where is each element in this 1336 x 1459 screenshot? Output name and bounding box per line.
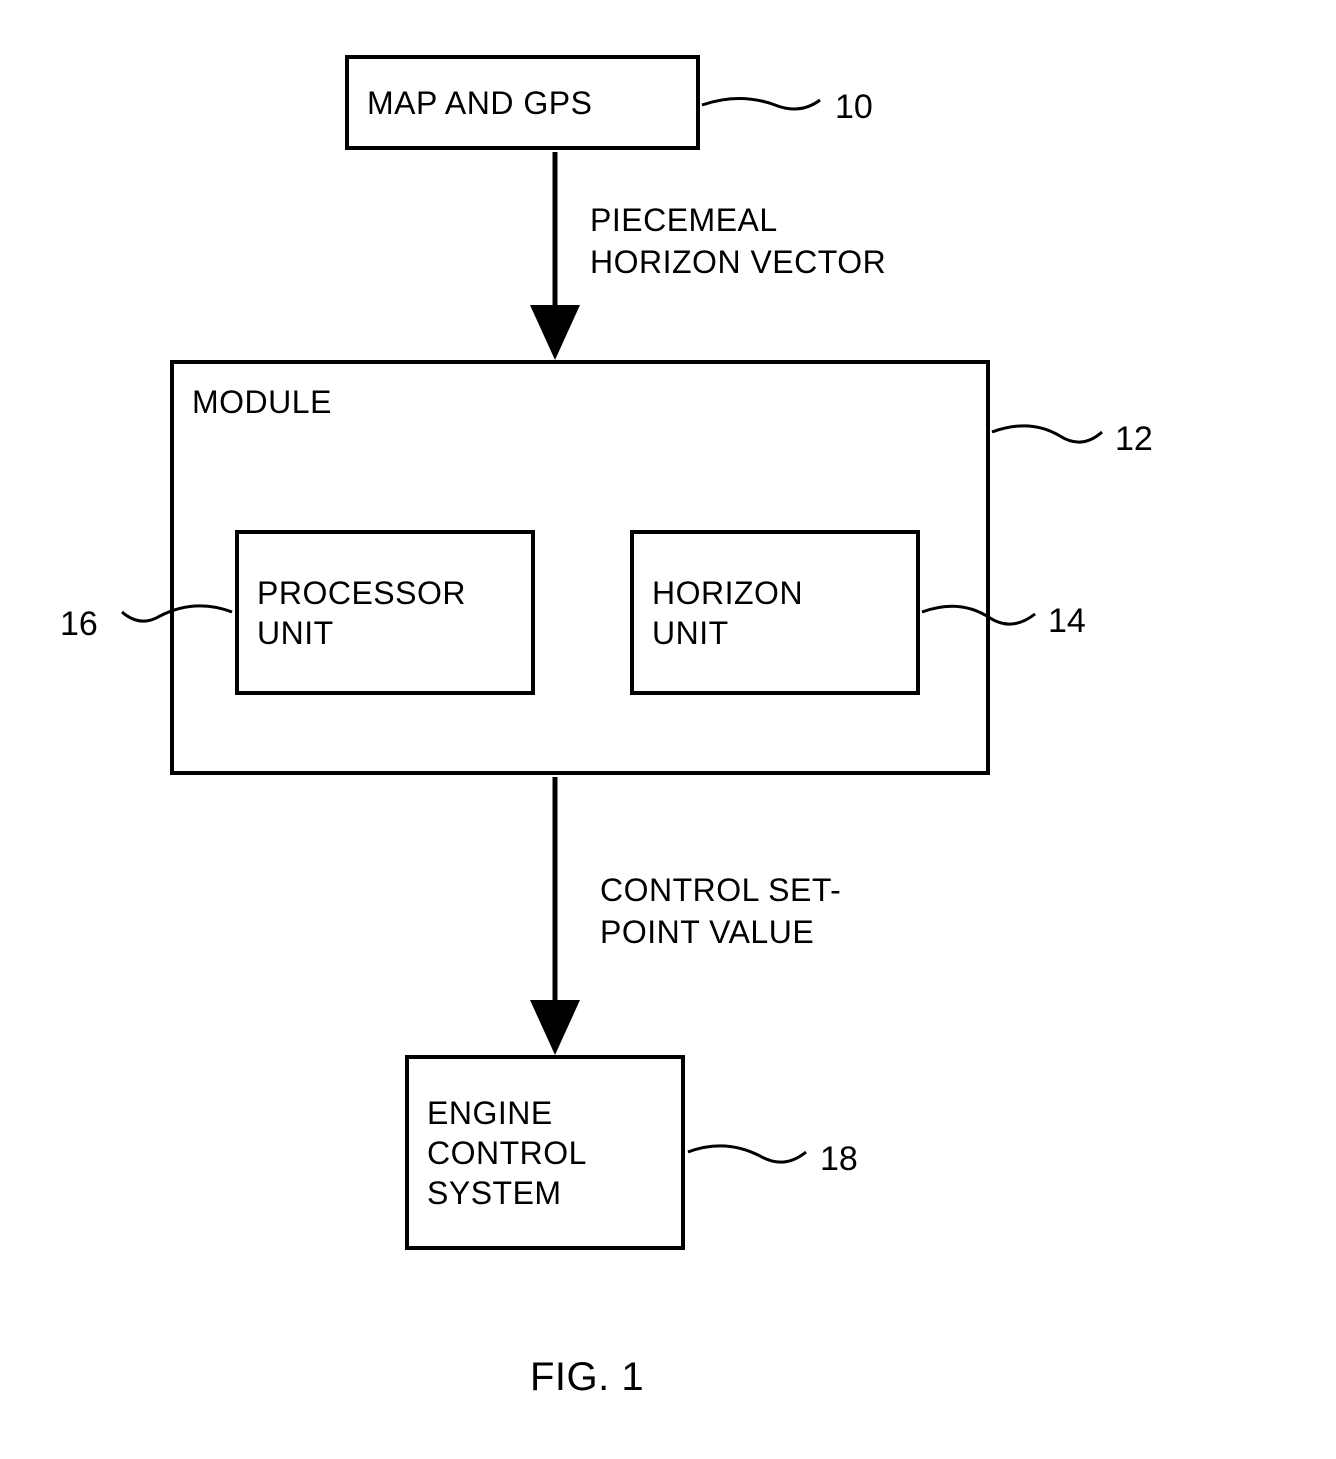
ref-14: 14 <box>1048 602 1086 641</box>
ref-10: 10 <box>835 88 873 127</box>
ref-18: 18 <box>820 1140 858 1179</box>
map-gps-box: MAP AND GPS <box>345 55 700 150</box>
processor-unit-box: PROCESSOR UNIT <box>235 530 535 695</box>
leader-12 <box>992 426 1102 442</box>
leader-10 <box>702 99 820 110</box>
horizon-unit-text: HORIZON UNIT <box>652 573 803 653</box>
figure-caption: FIG. 1 <box>530 1355 644 1400</box>
arrow2-label: CONTROL SET- POINT VALUE <box>600 870 841 953</box>
map-gps-text: MAP AND GPS <box>367 83 592 123</box>
engine-control-text: ENGINE CONTROL SYSTEM <box>427 1093 587 1213</box>
arrow1-label: PIECEMEAL HORIZON VECTOR <box>590 200 886 283</box>
engine-control-box: ENGINE CONTROL SYSTEM <box>405 1055 685 1250</box>
horizon-unit-box: HORIZON UNIT <box>630 530 920 695</box>
ref-16: 16 <box>60 605 98 644</box>
ref-12: 12 <box>1115 420 1153 459</box>
module-text: MODULE <box>192 382 332 422</box>
processor-unit-text: PROCESSOR UNIT <box>257 573 466 653</box>
leader-18 <box>688 1146 806 1162</box>
